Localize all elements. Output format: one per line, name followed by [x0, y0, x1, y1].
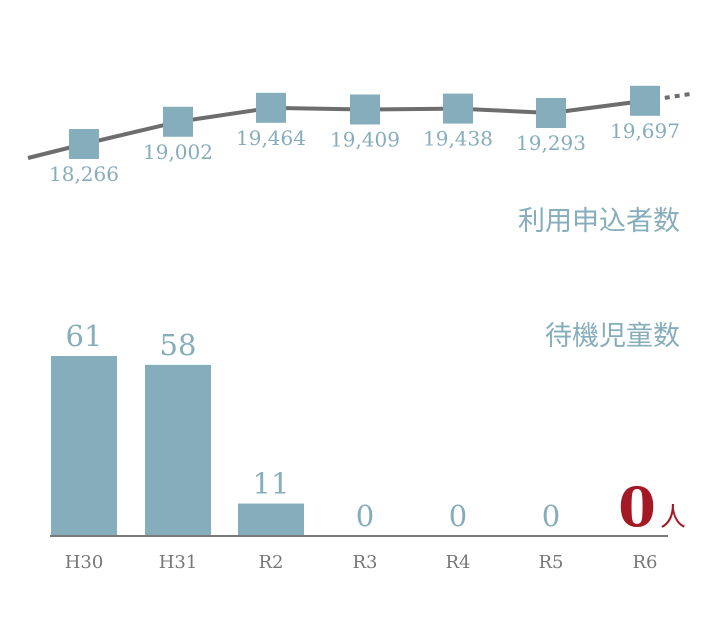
bar-h30: [51, 356, 117, 536]
line-point-r4: [443, 93, 473, 124]
line-point-h31: [163, 106, 193, 137]
line-value-label-h30: 18,266: [49, 162, 119, 186]
line-value-label-r4: 19,438: [423, 127, 493, 151]
bar-chart-title: 待機児童数: [545, 321, 680, 352]
line-point-r5: [536, 97, 566, 128]
line-value-label-r5: 19,293: [516, 131, 586, 155]
x-tick-r4: R4: [445, 552, 470, 573]
bar-value-label-h31: 58: [160, 328, 197, 362]
line-point-h30: [69, 129, 99, 159]
x-tick-h31: H31: [159, 552, 198, 573]
bar-r2: [238, 503, 304, 536]
bar-value-label-r4: 0: [449, 499, 467, 533]
line-point-r6: [630, 85, 660, 116]
line-series: [27, 98, 646, 160]
bar-value-label-r6: 0: [618, 475, 656, 539]
x-axis-ticks: H30 H31 R2 R3 R4 R5 R6: [65, 552, 658, 573]
line-chart: 18,266 19,002 19,464 19,409 19,438 19,293 19,6…: [27, 85, 693, 186]
bar-value-label-r3: 0: [356, 499, 374, 533]
line-value-label-r3: 19,409: [330, 127, 400, 151]
line-value-label-r2: 19,464: [236, 126, 306, 150]
line-value-label-r6: 19,697: [610, 119, 680, 143]
x-tick-r5: R5: [538, 552, 563, 573]
x-tick-h30: H30: [65, 552, 104, 573]
bar-h31: [145, 364, 211, 536]
x-tick-r6: R6: [632, 552, 657, 573]
x-tick-r2: R2: [258, 552, 283, 573]
line-point-r3: [350, 94, 380, 125]
bar-value-label-r2: 11: [253, 467, 290, 501]
bar-value-label-r5: 0: [542, 499, 560, 533]
line-point-r2: [256, 92, 286, 123]
line-value-label-h31: 19,002: [143, 140, 213, 164]
bar-value-unit: 人: [660, 503, 686, 533]
line-trend-dotted: [644, 91, 693, 103]
x-tick-r3: R3: [352, 552, 377, 573]
line-chart-title: 利用申込者数: [518, 206, 680, 237]
bar-value-label-h30: 61: [66, 319, 103, 353]
